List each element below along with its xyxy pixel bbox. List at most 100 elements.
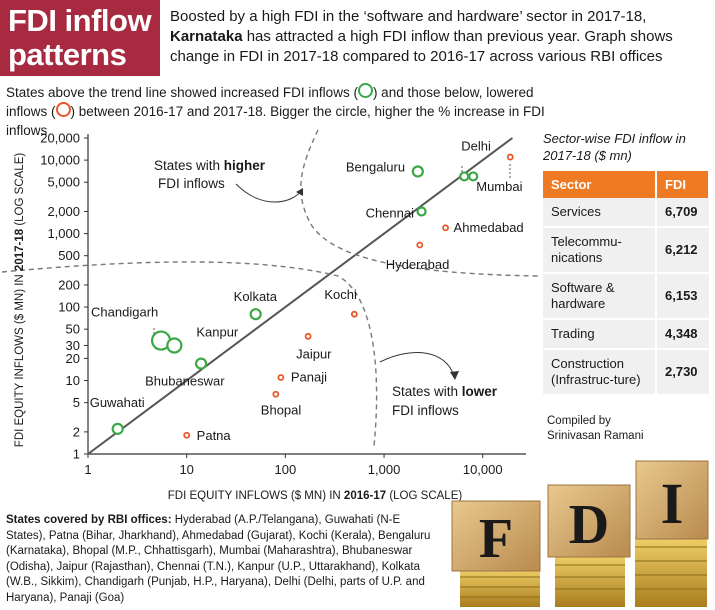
data-point-panaji [277,374,285,381]
point-label-mumbai: Mumbai [476,179,522,194]
data-point-delhi [468,171,479,182]
data-point-hyderabad [416,241,424,249]
y-tick-label: 1,000 [47,226,80,241]
intro-bold: Karnataka [170,28,243,45]
legend-note-part2: ) and those below, lowered inflows ( [6,85,534,119]
fdi-coins-illustration: F D I [451,460,709,607]
point-label-delhi: Delhi [461,138,491,153]
data-point-delhi [459,171,470,182]
credit-line1: Compiled by [547,415,611,427]
block-f-letter: F [479,508,513,570]
point-label-hyderabad: Hyderabad [386,257,450,272]
higher-annotation-line2: FDI inflows [158,176,225,191]
higher-annotation-arrow [235,183,303,203]
y-tick-label: 10 [66,373,80,388]
point-label-kanpur: Kanpur [196,324,239,339]
sector-cell: Construction (Infrastruc-ture) [543,349,656,396]
sector-table-header-row: Sector FDI [543,171,710,198]
x-tick-label: 1,000 [368,462,401,477]
fdi-cell: 6,153 [655,273,709,320]
data-point-ahmedabad [442,224,449,232]
block-i-letter: I [661,471,684,536]
legend-note-part3: ) between 2016-17 and 2017-18. Bigger th… [6,104,545,138]
coin-stack-left [460,567,540,607]
table-row: Telecommu-nications 6,212 [543,227,709,274]
green-ring-icon [357,83,373,98]
point-label-jaipur: Jaipur [296,346,332,361]
y-tick-label: 5 [73,395,80,410]
y-tick-label: 20,000 [40,131,80,146]
point-label-kolkata: Kolkata [234,289,278,304]
legend-note: States above the trend line showed incre… [6,83,546,140]
block-i: I [635,460,709,540]
sector-table: Sector FDI Services 6,709 Telecommu-nicat… [543,171,710,396]
sector-cell: Trading [543,319,656,350]
fdi-cell: 6,709 [655,198,709,228]
x-tick-label: 1 [84,462,91,477]
point-label-bhopal: Bhopal [261,402,302,417]
y-tick-label: 1 [73,447,80,462]
fdi-cell: 6,212 [655,227,709,274]
y-tick-label: 100 [58,300,80,315]
y-tick-label: 500 [58,248,80,263]
y-tick-label: 5,000 [47,175,80,190]
trend-line [87,137,514,455]
y-tick-label: 20 [66,351,80,366]
y-tick-label: 10,000 [40,153,80,168]
fdi-cell: 2,730 [655,349,709,396]
data-point-jaipur [304,332,312,340]
footnote: States covered by RBI offices: Hyderabad… [6,513,436,606]
data-point-patna [183,431,191,439]
sector-cell: Software & hardware [543,273,656,320]
table-row: Services 6,709 [543,198,709,228]
orange-ring-icon [55,102,71,117]
table-row: Construction (Infrastruc-ture) 2,730 [543,349,709,396]
x-tick-label: 100 [275,462,297,477]
footnote-bold: States covered by RBI offices: [6,514,172,526]
point-label-panaji: Panaji [291,369,327,384]
x-tick-label: 10 [179,462,193,477]
data-point-guwahati [111,422,124,435]
point-label-patna: Patna [197,428,232,443]
data-point-kochi [350,310,358,318]
data-point-bengaluru [411,165,424,178]
data-point-bhubaneswar [195,357,208,370]
data-point-chennai [416,206,427,217]
coin-stack-right [635,535,707,607]
y-tick-label: 200 [58,277,80,292]
fdi-cell: 4,348 [655,319,709,350]
credit: Compiled by Srinivasan Ramani [547,414,644,444]
point-label-bengaluru: Bengaluru [346,159,405,174]
footnote-text: Hyderabad (A.P./Telangana), Guwahati (N-… [6,514,431,604]
sector-header: Sector [543,171,657,198]
higher-annotation-line1: States with higher [154,158,266,173]
point-label-guwahati: Guwahati [90,395,145,410]
fdi-header: FDI [656,171,710,198]
lower-annotation-arrow [379,352,455,377]
lower-annotation-arrowhead [450,371,459,380]
page-title: FDI inflow patterns [8,3,152,72]
block-f: F [451,500,541,572]
y-tick-label: 50 [66,322,80,337]
title-banner: FDI inflow patterns [0,0,160,76]
point-label-kochi: Kochi [324,287,357,302]
block-d-letter: D [569,494,609,556]
legend-note-part1: States above the trend line showed incre… [6,85,358,100]
lower-annotation-line2: FDI inflows [392,403,459,418]
point-label-chandigarh: Chandigarh [91,305,158,320]
y-tick-label: 2,000 [47,204,80,219]
intro-part2: has attracted a high FDI inflow than pre… [170,28,673,65]
sector-cell: Services [543,198,656,228]
upper-region-boundary [300,129,540,277]
sector-table-title: Sector-wise FDI inflow in 2017-18 ($ mn) [543,131,686,163]
lower-region-boundary [1,261,378,447]
x-tick-label: 10,000 [463,462,503,477]
higher-annotation-arrowhead [296,188,303,196]
point-label-chennai: Chennai [366,205,415,220]
block-d: D [547,484,631,558]
intro-part1: Boosted by a high FDI in the ‘software a… [170,8,647,25]
table-row: Trading 4,348 [543,319,709,350]
lower-annotation-line1: States with lower [392,384,498,399]
y-axis-title: FDI EQUITY INFLOWS ($ MN) IN 2017-18 (LO… [14,153,26,448]
